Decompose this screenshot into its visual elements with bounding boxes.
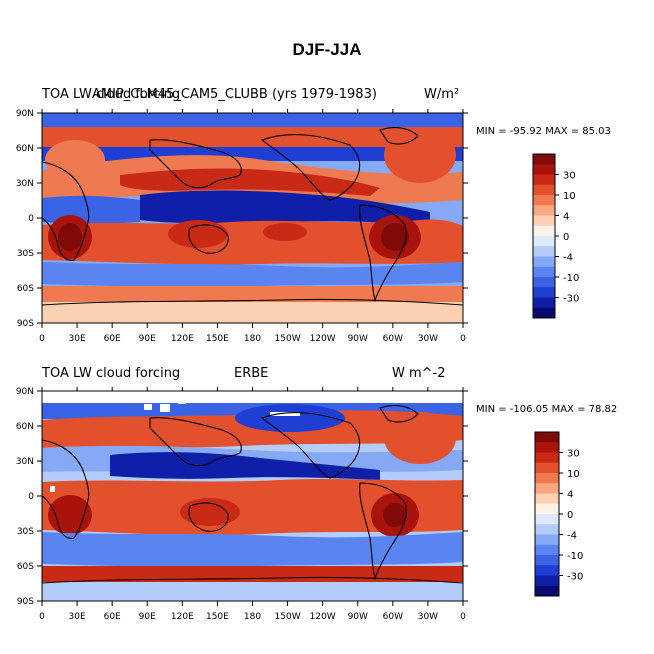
panel2-x-tick-label: 120W [310, 612, 336, 622]
panel2-colorbar-box [535, 452, 559, 464]
panel2-colorbar-box [535, 555, 559, 566]
panel1-x-tick-label: 120W [310, 334, 336, 344]
panel1-colorbar-box [533, 236, 555, 247]
panel1-y-tick-label: 60N [16, 144, 34, 154]
panel1-colorbar-label: -10 [563, 273, 579, 284]
panel2-x-tick-label: 120E [171, 612, 194, 622]
panel1-left-label: TOA LW cloud forcing [42, 87, 181, 102]
panel2-y-tick-label: 0 [28, 492, 34, 502]
panel2-x-tick-label: 90E [139, 612, 156, 622]
panel2-y-tick-label: 90S [17, 597, 34, 607]
panel2-colorbar-box [535, 432, 559, 443]
panel1-y-tick-label: 0 [28, 214, 34, 224]
panel1-colorbar-box [533, 184, 555, 196]
panel2-y-tick-label: 30S [17, 527, 34, 537]
panel2-colorbar-box [535, 514, 559, 525]
panel1-y-tick-label: 30N [16, 179, 34, 189]
panel1-colorbar-box [533, 246, 555, 257]
panel2-colorbar-box [535, 585, 559, 597]
panel2-colorbar-label: 30 [567, 449, 580, 460]
panel1-units-label: W/m² [424, 87, 460, 102]
panel1-colorbar-box [533, 215, 555, 227]
panel2-colorbar-box [535, 544, 559, 556]
panel2-y-tick-label: 30N [16, 457, 34, 467]
panel2-x-tick-label: 180 [244, 612, 261, 622]
panel2-x-tick-label: 30E [69, 612, 86, 622]
panel2-colorbar-box [535, 483, 559, 494]
panel1-y-tick-label: 30S [17, 249, 34, 259]
panel2-colorbar-label: 4 [567, 490, 573, 501]
panel1-colorbar-box [533, 266, 555, 278]
panel1-x-tick-label: 30E [69, 334, 86, 344]
panel2-min-max: MIN = -106.05 MAX = 78.82 [476, 404, 618, 415]
panel2-x-tick-label: 60E [104, 612, 121, 622]
panel1-x-tick-label: 60W [383, 334, 403, 344]
panel2-colorbar-box [535, 565, 559, 576]
panel2-colorbar-box [535, 462, 559, 474]
panel1-colorbar-box [533, 287, 555, 298]
panel1-colorbar-box [533, 307, 555, 319]
panel1-colorbar-box [533, 277, 555, 288]
panel1-x-tick-label: 150W [275, 334, 301, 344]
panel1-colorbar-box [533, 225, 555, 237]
panel2-x-tick-label: 90W [348, 612, 368, 622]
panel2-map [42, 391, 463, 601]
panel1-colorbar-box [533, 195, 555, 206]
panel1-colorbar-label: 10 [563, 191, 576, 202]
panel1-y-tick-label: 90S [17, 319, 34, 329]
panel2-colorbar-box [535, 575, 559, 587]
panel1-colorbar-label: 0 [563, 232, 569, 243]
panel2-left-label: TOA LW cloud forcing [42, 366, 181, 381]
panel1-y-tick-label: 60S [17, 284, 34, 294]
panel2-colorbar-label: -30 [567, 572, 583, 583]
panel2-colorbar-label: 0 [567, 510, 573, 521]
panel2-y-tick-label: 60S [17, 562, 34, 572]
panel1-x-tick-label: 180 [244, 334, 261, 344]
panel2-x-tick-label: 60W [383, 612, 403, 622]
panel2-colorbar-label: 10 [567, 469, 580, 480]
panel2-x-tick-label: 150W [275, 612, 301, 622]
panel2-colorbar-label: -10 [567, 551, 583, 562]
panel2-colorbar-box [535, 534, 559, 546]
panel1-x-tick-label: 150E [206, 334, 229, 344]
panel1-colorbar-label: -4 [563, 253, 573, 264]
panel2-y-tick-label: 90N [16, 387, 34, 397]
panel2-x-tick-label: 0 [460, 612, 466, 622]
panel2-x-tick-label: 0 [39, 612, 45, 622]
panel2-units-label: W m^-2 [392, 366, 446, 381]
panel1-colorbar-label: -30 [563, 294, 579, 305]
panel1-colorbar-box [533, 256, 555, 268]
panel1-min-max: MIN = -95.92 MAX = 85.03 [476, 126, 611, 137]
panel1-x-tick-label: 30W [418, 334, 438, 344]
panel2-colorbar-box [535, 442, 559, 453]
panel1-colorbar-label: 4 [563, 212, 569, 223]
panel1-x-tick-label: 90E [139, 334, 156, 344]
panel1-x-tick-label: 0 [460, 334, 466, 344]
panel2-colorbar-label: -4 [567, 531, 577, 542]
panel1-x-tick-label: 0 [39, 334, 45, 344]
panel2-colorbar-box [535, 503, 559, 515]
panel1-center-label: AMIP_CLM45_CAM5_CLUBB (yrs 1979-1983) [92, 87, 377, 102]
panel1-x-tick-label: 60E [104, 334, 121, 344]
panel1-colorbar-box [533, 164, 555, 175]
panel1-colorbar-box [533, 174, 555, 186]
panel2-colorbar-box [535, 524, 559, 535]
panel2-x-tick-label: 150E [206, 612, 229, 622]
panel1-colorbar-box [533, 205, 555, 216]
panel2-y-tick-label: 60N [16, 422, 34, 432]
figure-title: DJF-JJA [292, 40, 362, 59]
panel1-y-tick-label: 90N [16, 109, 34, 119]
panel2-colorbar-box [535, 473, 559, 484]
panel2-center-label: ERBE [234, 366, 269, 381]
panel1-x-tick-label: 120E [171, 334, 194, 344]
panel2-x-tick-label: 30W [418, 612, 438, 622]
panel2-colorbar-box [535, 493, 559, 505]
panel1-x-tick-label: 90W [348, 334, 368, 344]
panel1-colorbar-box [533, 297, 555, 309]
panel1-colorbar-box [533, 154, 555, 165]
panel1-colorbar-label: 30 [563, 171, 576, 182]
panel1-map [42, 113, 463, 323]
